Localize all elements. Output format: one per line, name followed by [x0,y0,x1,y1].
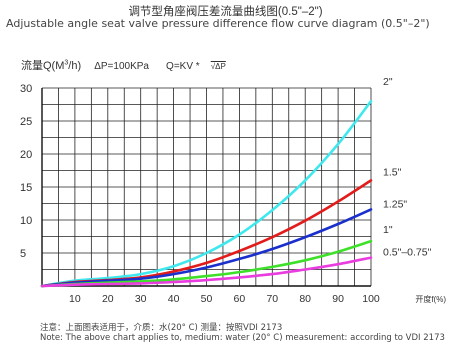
x-tick-label: 70 [266,293,278,305]
x-tick-label: 90 [332,293,344,305]
chart-axes [41,88,371,287]
chart-ticks: 5 10 15 20 25 30 10 20 30 40 50 60 70 80 90 100 开度f(%) [20,83,446,305]
note-en: Note: The above chart applies to, medium… [40,333,445,343]
x-tick-label: 20 [102,293,114,305]
series-line [40,99,373,288]
x-tick-label: 50 [201,293,213,305]
series-label: 1.5" [383,166,402,178]
note-cn: 注意：上面图表适用于，介质：水(20° C) 测量：按照VDI 2173 [40,323,283,333]
x-tick-label: 100 [362,293,380,305]
pressure-diff-text: ΔP=100KPa [94,61,149,72]
x-tick-label: 30 [135,293,147,305]
y-tick-label: 30 [20,83,32,95]
chart-title-en: Adjustable angle seat valve pressure dif… [6,17,430,30]
y-axis-label: 流量Q(M3/h) [21,59,82,72]
chart-grid [42,87,372,286]
chart-series-labels: 2" 1.5" 1.25" 1" 0.5"–0.75" [383,76,432,258]
series-label: 2" [383,76,393,88]
series-label: 1.25" [383,198,407,210]
series-line [40,208,373,288]
y-tick-label: 5 [20,248,26,260]
series-label: 1" [383,224,393,236]
chart-series [40,99,373,288]
y-tick-label: 10 [20,215,32,227]
series-line [40,256,373,288]
y-tick-label: 20 [20,149,32,161]
x-tick-label: 60 [234,293,246,305]
series-label: 0.5"–0.75" [383,247,432,259]
y-tick-label: 25 [20,116,32,128]
flow-formula: 流量Q(M3/h) ΔP=100KPa Q=KV * √ΔP [21,57,226,73]
x-tick-label: 80 [299,293,311,305]
x-tick-label: 10 [69,293,81,305]
sqrt-dp-text: √ΔP [210,62,226,71]
x-axis-label: 开度f(%) [415,294,446,304]
x-tick-label: 40 [168,293,180,305]
chart-title-cn: 调节型角座阀压差流量曲线图(0.5"–2") [128,6,323,18]
q-formula-text: Q=KV * [166,61,200,72]
y-tick-label: 15 [20,182,32,194]
